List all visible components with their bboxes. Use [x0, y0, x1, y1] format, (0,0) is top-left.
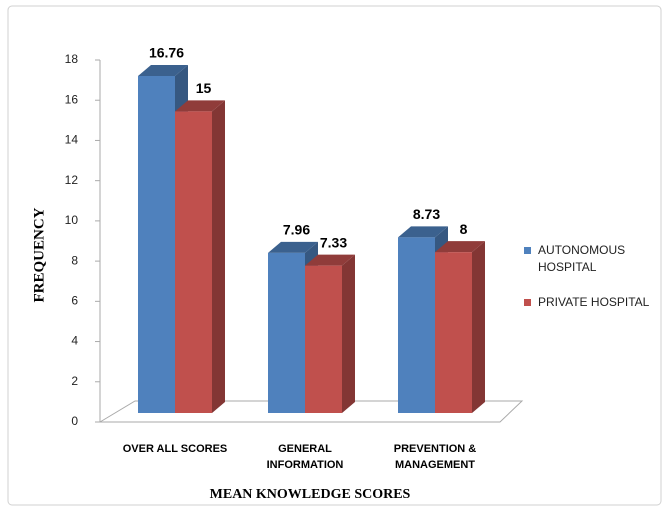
value-label: 16.76: [149, 45, 184, 61]
y-axis-title: FREQUENCY: [31, 207, 47, 302]
bar: [175, 100, 225, 413]
bar-top: [268, 241, 318, 253]
value-label: 8: [460, 221, 468, 237]
y-tick-label: 4: [71, 334, 78, 348]
value-label: 7.33: [320, 234, 347, 250]
bar-side: [472, 241, 485, 413]
bar-front: [268, 252, 305, 413]
x-tick-label: OVER ALL SCORES: [122, 443, 228, 455]
bar-side: [342, 254, 355, 413]
bar-top: [398, 226, 448, 238]
bar: [305, 254, 355, 413]
y-tick-label: 10: [65, 213, 79, 227]
y-tick-label: 16: [65, 92, 79, 106]
y-tick-label: 6: [71, 294, 78, 308]
y-tick-label: 14: [65, 133, 79, 147]
bar-front: [175, 111, 212, 413]
legend-label: PRIVATE HOSPITAL: [538, 295, 650, 309]
x-tick-label: PREVENTION & MANAGEMENT: [393, 443, 477, 471]
y-tick-label: 0: [71, 414, 78, 428]
legend-swatch: [524, 299, 531, 306]
value-label: 7.96: [283, 222, 310, 238]
bar-top: [138, 64, 188, 76]
y-tick-label: 8: [71, 253, 78, 267]
bar-side: [212, 100, 225, 413]
bar-front: [305, 265, 342, 413]
x-axis-title: MEAN KNOWLEDGE SCORES: [210, 487, 411, 502]
x-tick-label: GENERAL INFORMATION: [266, 443, 344, 471]
y-tick-label: 18: [65, 52, 79, 66]
bar-front: [398, 237, 435, 413]
value-label: 15: [196, 80, 212, 96]
y-tick-label: 12: [65, 173, 79, 187]
y-tick-label: 2: [71, 374, 78, 388]
legend-swatch: [524, 247, 531, 254]
bar-top: [305, 254, 355, 266]
bar: [435, 241, 485, 413]
bar-front: [138, 75, 175, 413]
bar-top: [435, 241, 485, 253]
value-label: 8.73: [413, 206, 440, 222]
bar-top: [175, 100, 225, 112]
bar-front: [435, 252, 472, 413]
legend-label: AUTONOMOUS HOSPITAL: [538, 243, 626, 274]
